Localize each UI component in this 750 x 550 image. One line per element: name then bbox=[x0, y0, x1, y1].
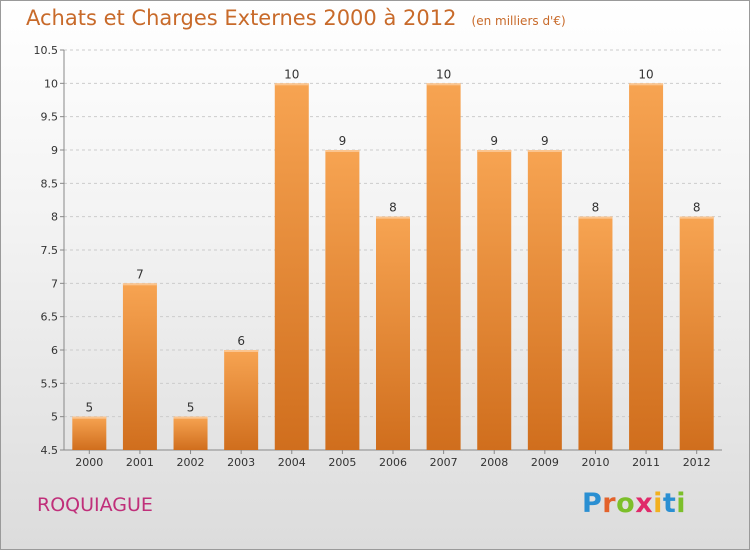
data-label-2005: 9 bbox=[339, 134, 347, 148]
bar-highlight bbox=[426, 83, 461, 86]
bar-2007 bbox=[426, 83, 461, 450]
y-tick-label: 6 bbox=[51, 344, 58, 357]
y-tick-label: 10 bbox=[44, 77, 58, 90]
bar-2012 bbox=[679, 216, 714, 450]
bar-2010 bbox=[578, 216, 613, 450]
bar-highlight bbox=[325, 150, 360, 152]
x-tick-label-2007: 2007 bbox=[430, 456, 458, 469]
bar-2002 bbox=[173, 416, 208, 450]
commune-name: ROQUIAGUE bbox=[37, 494, 153, 516]
y-tick-label: 4.5 bbox=[41, 444, 59, 457]
data-label-2012: 8 bbox=[693, 201, 701, 215]
x-tick-label-2003: 2003 bbox=[227, 456, 255, 469]
bar-2003 bbox=[224, 350, 259, 450]
y-tick-label: 8.5 bbox=[41, 177, 59, 190]
x-tick-label-2006: 2006 bbox=[379, 456, 407, 469]
logo-letter: x bbox=[635, 488, 654, 519]
x-tick-labels: 2000 2001 2002 2003 2004 2005 2006 2007 2008 2009… bbox=[75, 456, 710, 469]
bar-2009 bbox=[527, 150, 562, 450]
x-tick-label-2009: 2009 bbox=[531, 456, 559, 469]
y-tick-labels: 4.5 5 5.5 6 6.5 7 7.5 8 8.5 9 9.5 10 10.5 bbox=[34, 44, 59, 457]
x-tick-label-2002: 2002 bbox=[177, 456, 205, 469]
data-label-2011: 10 bbox=[638, 67, 653, 81]
data-label-2002: 5 bbox=[187, 401, 195, 415]
x-tick-label-2001: 2001 bbox=[126, 456, 154, 469]
bars bbox=[72, 83, 714, 450]
bar-highlight bbox=[578, 216, 613, 219]
bar-highlight bbox=[477, 150, 512, 152]
data-label-2010: 8 bbox=[592, 201, 600, 215]
x-tick-label-2011: 2011 bbox=[632, 456, 660, 469]
x-tick-label-2008: 2008 bbox=[480, 456, 508, 469]
y-tick-label: 6.5 bbox=[41, 311, 59, 324]
bar-2004 bbox=[274, 83, 309, 450]
bar-2011 bbox=[629, 83, 664, 450]
y-tick-label: 10.5 bbox=[34, 44, 59, 57]
bar-2000 bbox=[72, 416, 107, 450]
x-tick-label-2000: 2000 bbox=[75, 456, 103, 469]
x-tick-label-2010: 2010 bbox=[581, 456, 609, 469]
chart-title-unit: (en milliers d'€) bbox=[471, 14, 566, 28]
proxiti-logo: Proxiti bbox=[582, 488, 686, 519]
y-tick-label: 8 bbox=[51, 211, 58, 224]
bar-highlight bbox=[376, 216, 410, 219]
y-tick-label: 9 bbox=[51, 144, 58, 157]
logo-letter: i bbox=[676, 488, 687, 519]
y-tick-label: 5.5 bbox=[41, 377, 59, 390]
bar-highlight bbox=[629, 83, 664, 86]
bar-highlight bbox=[173, 416, 208, 419]
logo-letter: i bbox=[653, 488, 663, 519]
bar-highlight bbox=[527, 150, 562, 152]
bar-2005 bbox=[325, 150, 360, 450]
logo-letter: r bbox=[602, 488, 617, 519]
logo-letter: P bbox=[582, 488, 603, 519]
data-label-2000: 5 bbox=[85, 401, 93, 415]
bar-highlight bbox=[122, 283, 157, 286]
y-tick-label: 7.5 bbox=[41, 244, 59, 257]
data-label-2009: 9 bbox=[541, 134, 549, 148]
logo-letter: t bbox=[662, 488, 677, 519]
data-label-2008: 9 bbox=[490, 134, 498, 148]
bar-2006 bbox=[376, 216, 410, 450]
data-label-2001: 7 bbox=[136, 267, 144, 281]
x-tick-label-2004: 2004 bbox=[278, 456, 306, 469]
bar-highlight bbox=[72, 416, 107, 419]
bar-highlight bbox=[679, 216, 714, 219]
chart-title-main: Achats et Charges Externes 2000 à 2012 bbox=[26, 6, 457, 30]
chart-title: Achats et Charges Externes 2000 à 2012 (… bbox=[26, 6, 566, 30]
data-label-2006: 8 bbox=[389, 201, 397, 215]
logo-letter: o bbox=[616, 488, 636, 519]
data-label-2007: 10 bbox=[436, 67, 451, 81]
bar-highlight bbox=[224, 350, 259, 352]
y-tick-label: 9.5 bbox=[41, 111, 59, 124]
bar-2001 bbox=[122, 283, 157, 450]
data-label-2003: 6 bbox=[237, 334, 245, 348]
bar-highlight bbox=[274, 83, 309, 86]
x-tick-label-2005: 2005 bbox=[328, 456, 356, 469]
x-tick-label-2012: 2012 bbox=[683, 456, 711, 469]
data-label-2004: 10 bbox=[284, 67, 299, 81]
bar-2008 bbox=[477, 150, 512, 450]
y-tick-label: 5 bbox=[51, 411, 58, 424]
y-tick-label: 7 bbox=[51, 277, 58, 290]
data-labels: 5 7 5 6 10 9 8 10 9 9 8 10 8 bbox=[85, 67, 700, 414]
